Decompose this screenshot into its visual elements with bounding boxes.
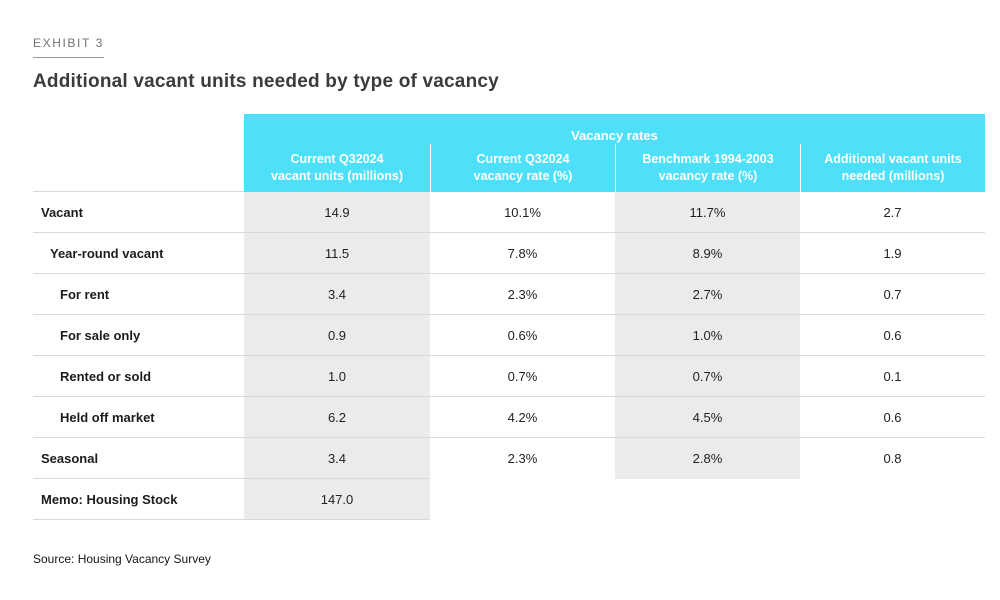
row-label: Memo: Housing Stock [33, 479, 244, 520]
table-row-for-sale-only: For sale only 0.9 0.6% 1.0% 0.6 [33, 315, 985, 356]
cell-current-rate: 10.1% [430, 192, 615, 233]
row-label: Seasonal [33, 438, 244, 479]
cell-benchmark-rate: 4.5% [615, 397, 800, 438]
cell-additional-needed [800, 479, 985, 520]
cell-benchmark-rate: 11.7% [615, 192, 800, 233]
cell-vacant-units: 11.5 [244, 233, 430, 274]
cell-vacant-units: 6.2 [244, 397, 430, 438]
cell-additional-needed: 0.8 [883, 451, 902, 466]
column-header-line: Current Q32024 [290, 152, 384, 166]
row-label: Year-round vacant [33, 233, 244, 274]
column-header-line: vacancy rate (%) [473, 169, 573, 183]
header-corner-cell [33, 144, 244, 192]
cell-additional-needed: 1.9 [800, 233, 985, 274]
exhibit-number-label: EXHIBIT 3 [33, 36, 104, 58]
group-header-vacancy-rates: Vacancy rates [244, 114, 985, 144]
cell-vacant-units: 1.0 [244, 356, 430, 397]
row-label: For rent [33, 274, 244, 315]
row-label: Vacant [33, 192, 244, 233]
cell-current-rate: 7.8% [430, 233, 615, 274]
source-note: Source: Housing Vacancy Survey [33, 552, 211, 566]
row-label: Held off market [33, 397, 244, 438]
cell-vacant-units: 3.4 [244, 274, 430, 315]
table-row-rented-or-sold: Rented or sold 1.0 0.7% 0.7% 0.1 [33, 356, 985, 397]
table-row-memo-housing-stock: Memo: Housing Stock 147.0 [33, 479, 985, 520]
header-spacer [33, 114, 244, 144]
cell-vacant-units: 0.9 [244, 315, 430, 356]
cell-benchmark-rate: 2.8% [615, 438, 800, 479]
column-header-line: Current Q32024 [476, 152, 570, 166]
cell-additional-needed: 2.7 [800, 192, 985, 233]
cell-benchmark-rate: 0.7% [615, 356, 800, 397]
cell-additional-needed: 0.6 [800, 315, 985, 356]
cell-benchmark-rate [615, 479, 800, 520]
page-title: Additional vacant units needed by type o… [33, 71, 499, 92]
table-row-seasonal: Seasonal 3.4 2.3% 2.8% 0.8 [33, 438, 985, 479]
column-header-current-vacant-units: Current Q32024 vacant units (millions) [244, 144, 430, 192]
table-row-vacant: Vacant 14.9 10.1% 11.7% 2.7 [33, 192, 985, 233]
column-header-line: Additional vacant units [824, 152, 962, 166]
cell-additional-needed: 0.7 [800, 274, 985, 315]
cell-vacant-units: 147.0 [244, 479, 430, 520]
cell-current-rate: 2.3% [507, 451, 538, 466]
cell-current-rate: 0.6% [430, 315, 615, 356]
cell-vacant-units: 3.4 [244, 438, 430, 479]
column-header-line: vacancy rate (%) [658, 169, 758, 183]
cell-benchmark-rate: 8.9% [615, 233, 800, 274]
vacancy-table: Vacancy rates Current Q32024 vacant unit… [33, 114, 985, 520]
cell-current-rate: 4.2% [430, 397, 615, 438]
cell-current-rate: 0.7% [430, 356, 615, 397]
row-label: For sale only [33, 315, 244, 356]
column-header-additional-units-needed: Additional vacant units needed (millions… [800, 144, 985, 192]
cell-additional-needed: 0.6 [800, 397, 985, 438]
cell-benchmark-rate: 2.7% [615, 274, 800, 315]
cell-vacant-units: 14.9 [244, 192, 430, 233]
column-header-benchmark-vacancy-rate: Benchmark 1994-2003 vacancy rate (%) [615, 144, 800, 192]
cell-benchmark-rate: 1.0% [615, 315, 800, 356]
column-header-line: needed (millions) [841, 169, 945, 183]
cell-current-rate: 2.3% [430, 274, 615, 315]
table-group-header-row: Vacancy rates [33, 114, 985, 144]
column-header-line: Benchmark 1994-2003 [642, 152, 774, 166]
row-label: Rented or sold [33, 356, 244, 397]
table-row-year-round-vacant: Year-round vacant 11.5 7.8% 8.9% 1.9 [33, 233, 985, 274]
cell-additional-needed: 0.1 [800, 356, 985, 397]
cell-current-rate [430, 479, 615, 520]
table-row-held-off-market: Held off market 6.2 4.2% 4.5% 0.6 [33, 397, 985, 438]
table-column-header-row: Current Q32024 vacant units (millions) C… [33, 144, 985, 192]
column-header-current-vacancy-rate: Current Q32024 vacancy rate (%) [430, 144, 615, 192]
table-row-for-rent: For rent 3.4 2.3% 2.7% 0.7 [33, 274, 985, 315]
column-header-line: vacant units (millions) [271, 169, 403, 183]
